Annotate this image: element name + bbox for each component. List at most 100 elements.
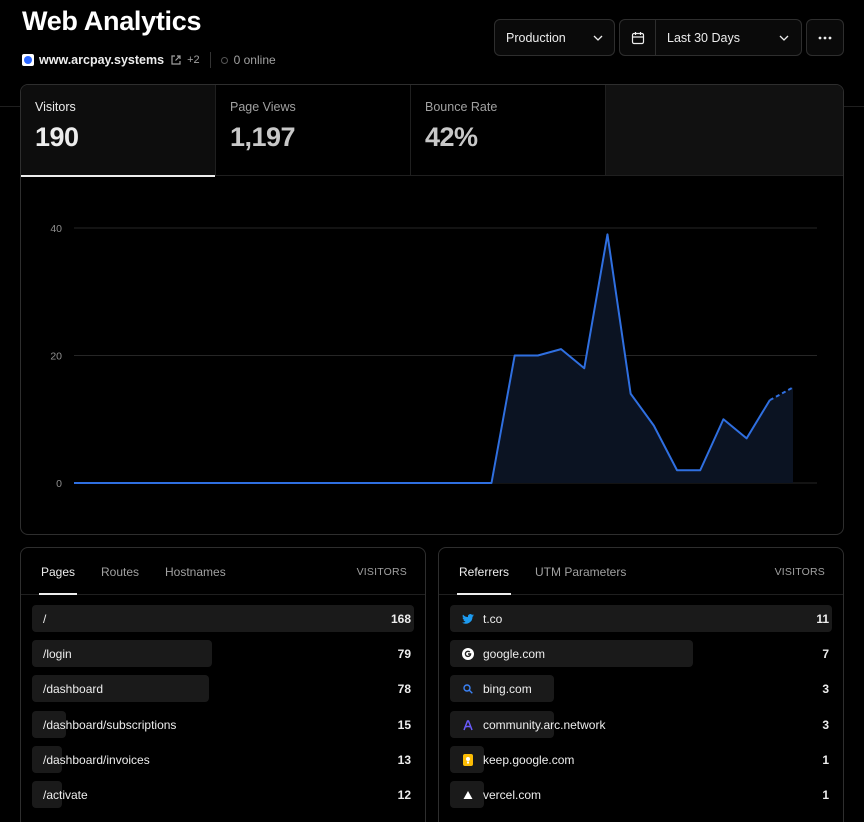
visitors-line: [74, 233, 771, 484]
visitors-column-header: VISITORS: [356, 566, 407, 578]
metric-tab-bounce-rate[interactable]: Bounce Rate 42%: [411, 85, 606, 176]
list-item-text: /dashboard: [43, 682, 104, 697]
tab-pages[interactable]: Pages: [38, 565, 78, 595]
data-point: [698, 468, 702, 472]
vercel-icon: [461, 788, 475, 802]
data-point: [489, 481, 493, 485]
referrers-tabs: Referrers UTM Parameters VISITORS: [439, 548, 843, 595]
environment-select[interactable]: Production: [494, 19, 615, 56]
data-point: [165, 481, 169, 485]
list-item-text: /login: [43, 647, 72, 662]
list-item-text: /: [43, 612, 47, 626]
page-title: Web Analytics: [22, 6, 202, 36]
list-item[interactable]: /dashboard/invoices 13: [32, 745, 414, 773]
pages-tabs: Pages Routes Hostnames VISITORS: [21, 548, 425, 595]
list-item-label: /dashboard/invoices: [43, 753, 150, 767]
extra-sites-count[interactable]: +2: [187, 54, 200, 66]
data-point: [721, 417, 725, 421]
data-point: [513, 354, 517, 358]
list-item-value: 7: [822, 647, 829, 662]
list-item-value: 15: [397, 717, 411, 732]
analytics-chart-card: Visitors 190 Page Views 1,197 Bounce Rat…: [20, 84, 844, 535]
data-point: [374, 481, 378, 485]
date-range-select[interactable]: Last 30 Days: [619, 19, 802, 56]
data-point: [327, 481, 331, 485]
list-item-text: bing.com: [483, 682, 532, 697]
referrers-panel: Referrers UTM Parameters VISITORS t.co 11…: [438, 547, 844, 822]
chevron-down-icon: [779, 35, 789, 41]
visitors-chart[interactable]: 02040Dec 21Dec 28Jan 4Jan 11: [21, 176, 843, 534]
metric-label: Visitors: [35, 100, 76, 114]
data-point: [72, 481, 76, 485]
metric-tab-page-views[interactable]: Page Views 1,197: [216, 85, 411, 176]
list-item-text: google.com: [483, 647, 546, 662]
data-point: [350, 481, 354, 485]
site-url-link[interactable]: www.arcpay.systems: [39, 53, 165, 67]
data-point: [443, 481, 447, 485]
data-point: [745, 436, 749, 440]
google-icon: [461, 647, 475, 661]
data-point: [281, 481, 285, 485]
data-point: [420, 481, 424, 485]
list-item[interactable]: google.com 7: [450, 640, 832, 668]
list-item[interactable]: /dashboard/subscriptions 15: [32, 710, 414, 738]
chevron-down-icon: [593, 35, 603, 41]
tab-routes[interactable]: Routes: [101, 565, 140, 579]
data-point: [582, 366, 586, 370]
data-point: [118, 481, 122, 485]
list-item-label: bing.com: [461, 682, 532, 696]
list-item-value: 1: [822, 787, 829, 802]
external-link-icon[interactable]: [170, 54, 182, 66]
share-bar: [450, 710, 554, 738]
metric-tab-visitors[interactable]: Visitors 190: [21, 85, 216, 177]
arc-icon: [461, 718, 475, 732]
list-item[interactable]: community.arc.network 3: [450, 710, 832, 738]
data-point: [234, 481, 238, 485]
y-tick-label: 0: [56, 478, 62, 490]
list-item[interactable]: / 168: [32, 605, 414, 632]
data-point: [397, 481, 401, 485]
referrers-list: t.co 11 google.com 7 bing.com 3 community.arc.…: [450, 605, 832, 816]
share-bar: [32, 710, 66, 738]
tab-hostnames[interactable]: Hostnames: [165, 565, 226, 579]
list-item-text: /dashboard/subscriptions: [43, 717, 177, 732]
list-item[interactable]: /login 79: [32, 640, 414, 668]
list-item-label: keep.google.com: [461, 753, 574, 767]
share-bar: [32, 745, 62, 773]
list-item-text: /dashboard/invoices: [43, 752, 150, 767]
data-point: [536, 354, 540, 358]
share-bar: [32, 605, 414, 632]
calendar-icon[interactable]: [620, 20, 656, 55]
date-range-label: Last 30 Days: [667, 30, 740, 45]
tab-referrers[interactable]: Referrers: [456, 565, 512, 595]
list-item-value: 78: [397, 682, 411, 697]
list-item[interactable]: keep.google.com 1: [450, 745, 832, 773]
list-item[interactable]: /dashboard 78: [32, 675, 414, 703]
data-point: [188, 481, 192, 485]
site-info: www.arcpay.systems +2 0 online: [22, 52, 276, 68]
metric-value: 1,197: [230, 122, 296, 152]
data-point: [466, 481, 470, 485]
data-point: [652, 424, 656, 428]
data-point: [142, 481, 146, 485]
list-item-label: community.arc.network: [461, 718, 605, 732]
data-point: [768, 398, 772, 402]
data-point: [258, 481, 262, 485]
list-item[interactable]: t.co 11: [450, 605, 832, 632]
list-item[interactable]: /activate 12: [32, 780, 414, 808]
share-bar: [450, 675, 554, 703]
pages-list: / 168/login 79/dashboard 78/dashboard/subsc…: [32, 605, 414, 816]
list-item[interactable]: vercel.com 1: [450, 780, 832, 808]
data-point: [304, 481, 308, 485]
twitter-icon: [461, 612, 475, 626]
more-options-button[interactable]: [806, 19, 844, 56]
data-point: [629, 392, 633, 396]
metric-label: Bounce Rate: [425, 100, 498, 114]
tab-utm-parameters[interactable]: UTM Parameters: [535, 565, 627, 579]
data-point: [791, 385, 795, 389]
list-item-value: 3: [822, 717, 829, 732]
visitors-line-partial: [769, 386, 794, 402]
list-item[interactable]: bing.com 3: [450, 675, 832, 703]
list-item-text: /activate: [43, 787, 88, 802]
list-item-label: google.com: [461, 647, 545, 661]
